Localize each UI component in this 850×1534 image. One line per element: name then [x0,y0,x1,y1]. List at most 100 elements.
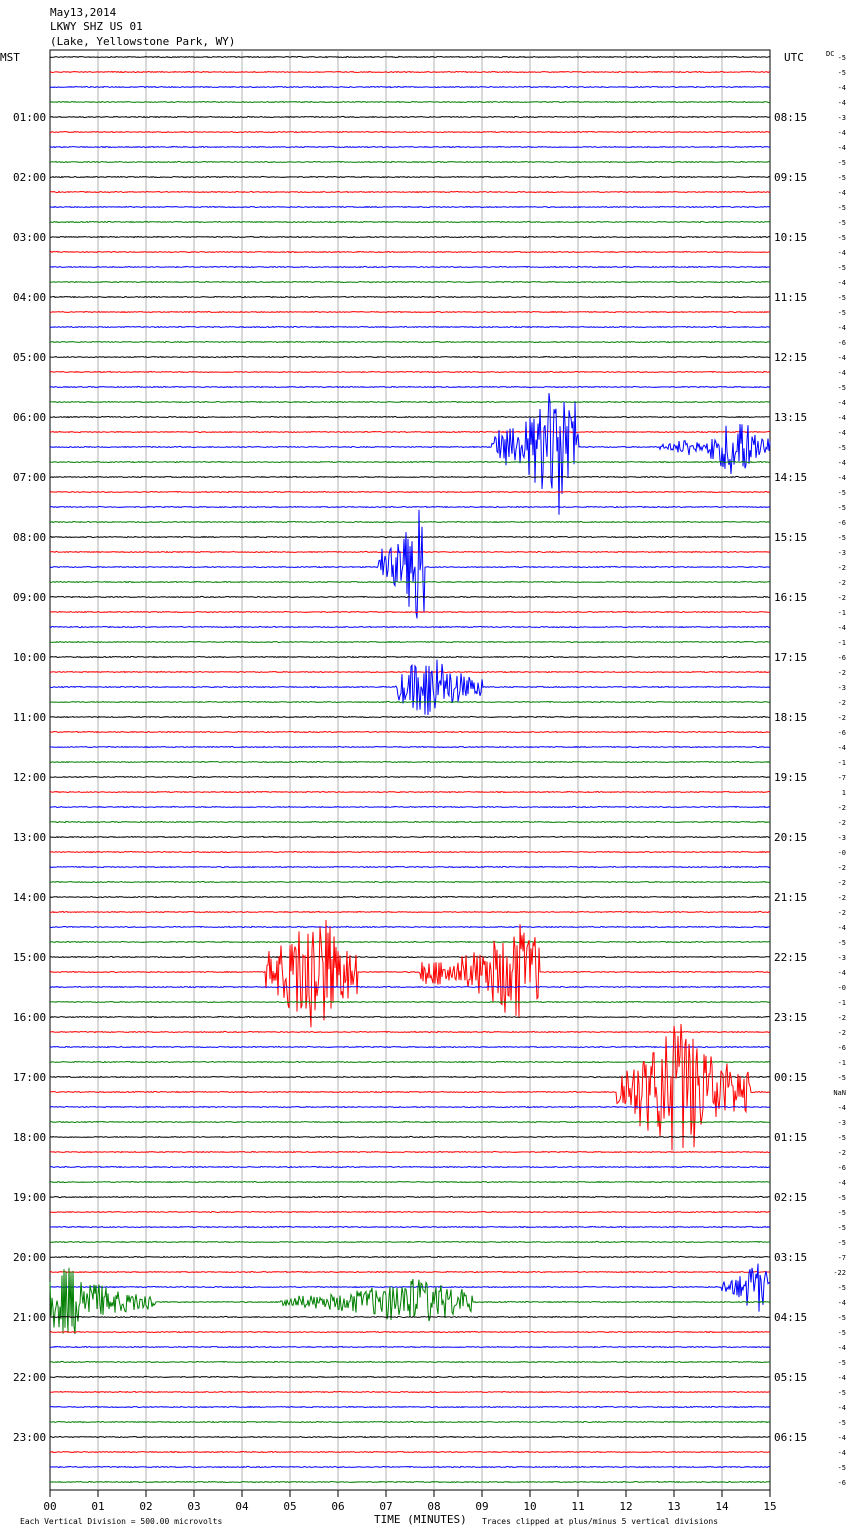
seismic-trace [49,1405,771,1409]
hour-label-left: 10:00 [13,651,46,664]
seismic-trace [49,460,771,464]
seismic-trace [49,1075,771,1079]
seismic-trace [49,1465,770,1469]
seismic-trace [49,1030,771,1034]
seismic-trace [49,1015,771,1019]
dc-offset-label: -4 [838,129,846,137]
x-tick-label: 12 [619,1500,632,1513]
dc-offset-label: -0 [838,849,846,857]
seismic-trace [49,325,771,329]
hour-label-right: 06:15 [774,1431,807,1444]
seismic-trace [49,760,771,764]
hour-label-left: 01:00 [13,111,46,124]
dc-offset-label: -4 [838,324,846,332]
seismic-trace [49,985,771,989]
dc-offset-label: -5 [838,1209,846,1217]
seismic-trace [49,280,771,284]
dc-offset-label: -4 [838,624,846,632]
hour-label-left: 11:00 [13,711,46,724]
dc-offset-label: 1 [842,789,846,797]
dc-offset-label: -5 [838,1239,846,1247]
hour-label-left: 05:00 [13,351,46,364]
dc-offset-label: -3 [838,114,846,122]
hour-label-right: 13:15 [774,411,807,424]
x-tick-label: 01 [91,1500,104,1513]
seismic-trace [49,385,771,389]
hour-label-left: 17:00 [13,1071,46,1084]
dc-offset-label: -6 [838,519,846,527]
dc-offset-label: -6 [838,339,846,347]
dc-offset-label: -2 [838,864,846,872]
seismic-trace [49,1263,771,1312]
dc-offset-label: -4 [838,279,846,287]
hour-label-left: 14:00 [13,891,46,904]
dc-offset-label: NaN [833,1089,846,1097]
seismic-trace [49,775,771,779]
seismic-trace [49,1210,771,1214]
dc-offset-label: -2 [838,669,846,677]
hour-label-right: 09:15 [774,171,807,184]
scale-note: Each Vertical Division = 500.00 microvol… [20,1517,222,1526]
seismic-trace [49,1390,771,1394]
dc-offset-label: -5 [838,1314,846,1322]
dc-offset-label: -4 [838,189,846,197]
hour-label-left: 09:00 [13,591,46,604]
dc-offset-label: -6 [838,1479,846,1487]
seismic-trace [49,1450,771,1454]
dc-offset-label: -1 [838,1059,846,1067]
seismic-trace [49,1435,771,1439]
seismic-trace [49,1480,771,1484]
seismic-trace [49,880,771,884]
x-tick-label: 05 [283,1500,296,1513]
x-tick-label: 14 [715,1500,729,1513]
seismic-trace [49,1420,771,1424]
seismic-trace [49,1120,771,1124]
dc-offset-label: -2 [838,1029,846,1037]
dc-offset-label: -5 [838,1194,846,1202]
dc-offset-label: -7 [838,774,846,782]
seismic-trace [49,265,771,269]
seismic-trace [49,670,771,674]
left-timezone-label: MST [0,51,20,64]
hour-label-right: 12:15 [774,351,807,364]
dc-offset-label: -4 [838,1374,846,1382]
seismic-trace [49,490,771,494]
hour-label-left: 07:00 [13,471,46,484]
dc-offset-label: -4 [838,474,846,482]
minute-grid [97,50,723,1490]
hour-label-left: 16:00 [13,1011,46,1024]
dc-offset-label: -5 [838,159,846,167]
dc-offset-label: -4 [838,1344,846,1352]
seismic-trace [49,715,771,719]
x-tick-label: 03 [187,1500,200,1513]
hour-label-right: 18:15 [774,711,807,724]
dc-offset-label: -5 [838,489,846,497]
dc-offset-label: -3 [838,834,846,842]
seismic-trace [49,175,771,179]
dc-offset-label: -4 [838,1449,846,1457]
dc-offset-label: -5 [838,264,846,272]
dc-offset-label: -5 [838,1464,846,1472]
hour-label-left: 18:00 [13,1131,46,1144]
seismic-trace [49,85,770,89]
right-timezone-label: UTC [784,51,804,64]
seismic-trace [49,400,771,404]
dc-offset-label: -5 [838,174,846,182]
hour-label-left: 19:00 [13,1191,46,1204]
dc-offset-label: -4 [838,1434,846,1442]
hour-label-right: 23:15 [774,1011,807,1024]
x-tick-label: 07 [379,1500,392,1513]
seismic-trace [49,940,771,944]
header-location: (Lake, Yellowstone Park, WY) [50,35,235,48]
dc-offset-label: -4 [838,1104,846,1112]
seismic-trace [49,595,771,599]
dc-offset-label: -22 [833,1269,846,1277]
x-axis-label: TIME (MINUTES) [374,1513,467,1526]
hour-label-right: 03:15 [774,1251,807,1264]
seismic-trace [49,1105,771,1109]
seismic-trace [49,745,771,749]
hour-label-right: 17:15 [774,651,807,664]
hour-label-left: 23:00 [13,1431,46,1444]
dc-offset-label: -4 [838,144,846,152]
hour-label-right: 11:15 [774,291,807,304]
